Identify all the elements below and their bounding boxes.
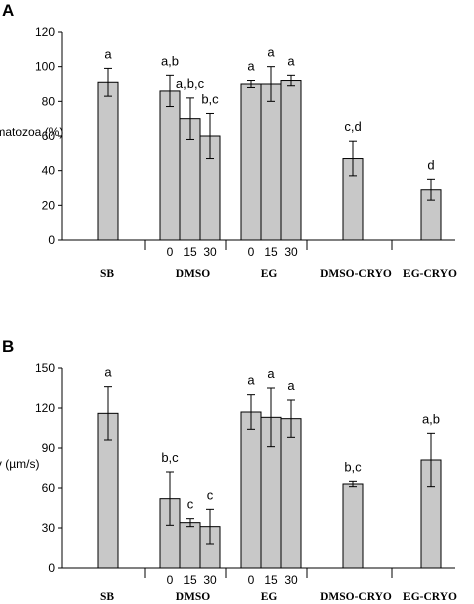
panel-a-y-tick-label: 40 bbox=[42, 164, 56, 178]
panel-b-significance-label: b,c bbox=[161, 450, 179, 465]
panel-b-significance-label: a bbox=[267, 366, 275, 381]
panel-b-significance-label: a,b bbox=[422, 411, 440, 426]
panel-a-bar bbox=[260, 83, 282, 241]
panel-a-significance-label: a bbox=[247, 59, 255, 74]
panel-b-significance-label: a bbox=[287, 378, 295, 393]
panel-a-bar bbox=[97, 81, 119, 241]
panel-b-time-label: 15 bbox=[183, 573, 197, 587]
panel-a-significance-label: a,b bbox=[161, 53, 179, 68]
panel-b-y-tick-label: 150 bbox=[35, 361, 55, 375]
panel-a-bar bbox=[159, 90, 181, 241]
panel-a-significance-label: d bbox=[427, 157, 434, 172]
panel-b-time-label: 15 bbox=[264, 573, 278, 587]
panel-a-time-label: 0 bbox=[248, 245, 255, 259]
panel-a-group-label: DMSO bbox=[176, 268, 211, 280]
panel-b-bar bbox=[342, 483, 364, 569]
panel-a-y-tick-label: 60 bbox=[42, 129, 56, 143]
panel-b-significance-label: c bbox=[187, 497, 194, 512]
panel-b-group-label: EG-CRYO bbox=[403, 591, 457, 603]
panel-b-group-label: DMSO bbox=[176, 591, 211, 603]
panel-b-y-tick-label: 0 bbox=[48, 561, 55, 575]
panel-a-significance-label: c,d bbox=[344, 119, 361, 134]
panel-a-letter: A bbox=[2, 1, 14, 20]
panel-a-significance-label: b,c bbox=[201, 91, 219, 106]
panel-b-group-label: SB bbox=[100, 591, 114, 603]
panel-b-y-axis-label: Velocity (µm/s) bbox=[0, 457, 39, 471]
panel-b-y-tick-label: 90 bbox=[42, 441, 56, 455]
panel-b-bar bbox=[280, 418, 302, 569]
panel-b-time-label: 0 bbox=[167, 573, 174, 587]
panel-b-y-tick-label: 60 bbox=[42, 481, 56, 495]
panel-a-time-label: 30 bbox=[203, 245, 217, 259]
panel-a-y-tick-label: 100 bbox=[35, 60, 55, 74]
panel-b-y-tick-label: 30 bbox=[42, 521, 56, 535]
panel-b-time-label: 30 bbox=[203, 573, 217, 587]
panel-a-bar bbox=[280, 80, 302, 241]
panel-b-bar bbox=[179, 522, 201, 569]
panel-a-significance-label: a bbox=[267, 45, 275, 60]
panel-a-significance-label: a bbox=[287, 53, 295, 68]
panel-a-group-label: SB bbox=[100, 268, 114, 280]
panel-a-time-label: 0 bbox=[167, 245, 174, 259]
panel-b-time-label: 0 bbox=[248, 573, 255, 587]
panel-a-time-label: 15 bbox=[183, 245, 197, 259]
panel-b-bar bbox=[240, 411, 262, 569]
panel-a-time-label: 30 bbox=[284, 245, 298, 259]
panel-b-time-label: 30 bbox=[284, 573, 298, 587]
panel-a-group-label: DMSO-CRYO bbox=[320, 268, 392, 280]
panel-a-bar bbox=[240, 83, 262, 241]
panel-a-group-label: EG bbox=[261, 268, 278, 280]
panel-a-y-tick-label: 80 bbox=[42, 94, 56, 108]
panel-b-significance-label: a bbox=[247, 373, 255, 388]
panel-b-group-label: DMSO-CRYO bbox=[320, 591, 392, 603]
panel-a-significance-label: a,b,c bbox=[176, 76, 205, 91]
panel-a-y-tick-label: 20 bbox=[42, 198, 56, 212]
panel-b-y-tick-label: 120 bbox=[35, 401, 55, 415]
panel-a-y-tick-label: 0 bbox=[48, 233, 55, 247]
panel-b-group-label: EG bbox=[261, 591, 278, 603]
panel-a-time-label: 15 bbox=[264, 245, 278, 259]
panel-b-significance-label: a bbox=[104, 365, 112, 380]
panel-b-letter: B bbox=[2, 337, 14, 356]
panel-b-significance-label: c bbox=[207, 487, 214, 502]
panel-a-significance-label: a bbox=[104, 46, 112, 61]
panel-a-y-tick-label: 120 bbox=[35, 25, 55, 39]
panel-a-y-axis-label: Motile spermatozoa (%) bbox=[0, 125, 63, 139]
panel-b-significance-label: b,c bbox=[344, 459, 362, 474]
panel-a-group-label: EG-CRYO bbox=[403, 268, 457, 280]
